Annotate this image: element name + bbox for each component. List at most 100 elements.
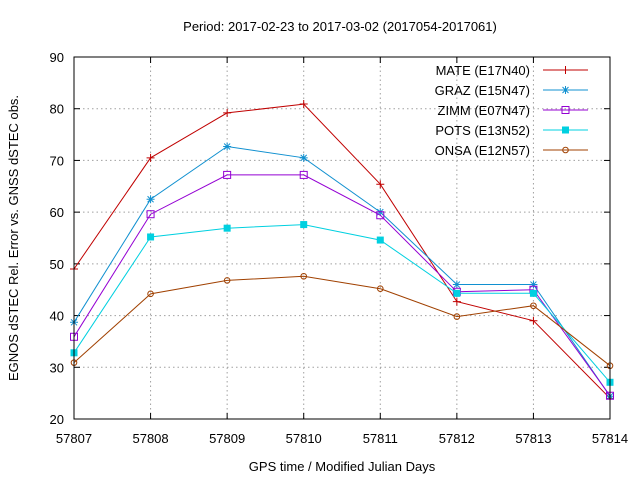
marker-shape xyxy=(376,236,384,244)
legend-label: ONSA (E12N57) xyxy=(435,143,530,158)
data-point xyxy=(223,170,232,179)
series-line xyxy=(73,174,611,396)
legend-label: ZIMM (E07N47) xyxy=(438,103,530,118)
x-tick-label: 57813 xyxy=(515,431,551,446)
data-point xyxy=(300,272,308,280)
legend-item: ZIMM (E07N47) xyxy=(438,103,588,118)
marker-shape xyxy=(147,290,154,298)
marker-shape xyxy=(561,106,570,114)
series-line xyxy=(73,103,611,399)
data-point xyxy=(146,153,155,162)
legend-marker xyxy=(561,66,570,74)
data-point xyxy=(146,210,155,219)
data-point xyxy=(376,211,385,220)
x-tick-label: 57814 xyxy=(592,431,628,446)
legend-marker xyxy=(561,86,570,94)
marker-shape xyxy=(453,289,461,297)
marker-shape xyxy=(529,280,538,289)
marker-shape xyxy=(561,86,570,94)
data-point xyxy=(376,180,385,189)
marker-shape xyxy=(452,297,461,306)
x-tick-label: 57808 xyxy=(132,431,168,446)
marker-shape xyxy=(300,272,308,280)
data-point xyxy=(223,224,231,232)
data-point xyxy=(376,285,384,292)
series-line xyxy=(73,145,611,397)
chart-title: Period: 2017-02-23 to 2017-03-02 (201705… xyxy=(183,19,497,34)
legend-item: MATE (E17N40) xyxy=(436,63,588,78)
x-tick-label: 57807 xyxy=(56,431,92,446)
plot-frame xyxy=(73,56,611,420)
legend-item: GRAZ (E15N47) xyxy=(435,83,588,98)
data-point xyxy=(529,280,538,289)
marker-shape xyxy=(376,180,385,189)
y-tick-label: 20 xyxy=(50,412,64,427)
x-axis-title: GPS time / Modified Julian Days xyxy=(249,459,436,474)
series-layer xyxy=(70,100,614,403)
marker-shape xyxy=(561,66,570,74)
marker-shape xyxy=(223,277,231,284)
marker-shape xyxy=(299,100,308,109)
y-tick-label: 50 xyxy=(50,257,64,272)
marker-shape xyxy=(146,153,155,162)
x-tick-label: 57811 xyxy=(363,431,398,446)
legend-label: GRAZ (E15N47) xyxy=(435,83,530,98)
legend-label: POTS (E13N52) xyxy=(435,123,530,138)
series-line xyxy=(73,275,611,367)
data-point xyxy=(299,153,308,162)
x-tick-label: 57810 xyxy=(286,431,322,446)
data-point xyxy=(299,170,308,179)
marker-shape xyxy=(562,126,569,134)
data-point xyxy=(530,302,537,310)
marker-shape xyxy=(376,211,385,220)
legend-marker xyxy=(562,146,569,154)
marker-shape xyxy=(299,170,308,179)
marker-shape xyxy=(530,302,537,310)
legend-item: ONSA (E12N57) xyxy=(435,143,588,158)
marker-shape xyxy=(223,108,232,117)
data-point xyxy=(300,221,308,229)
y-tick-label: 70 xyxy=(50,153,64,168)
series-mate xyxy=(70,100,614,403)
marker-shape xyxy=(146,210,155,219)
marker-shape xyxy=(146,195,155,204)
legend-marker xyxy=(561,106,570,114)
data-point xyxy=(529,316,538,325)
y-tick-label: 90 xyxy=(50,50,64,65)
data-point xyxy=(223,142,232,151)
marker-shape xyxy=(223,142,232,151)
data-point xyxy=(146,195,155,204)
marker-shape xyxy=(223,224,231,232)
legend-label: MATE (E17N40) xyxy=(436,63,530,78)
marker-shape xyxy=(562,146,569,154)
marker-shape xyxy=(223,170,232,179)
data-point xyxy=(376,236,384,244)
y-tick-label: 80 xyxy=(50,102,64,117)
marker-shape xyxy=(529,316,538,325)
marker-shape xyxy=(147,233,155,241)
data-point xyxy=(147,290,154,298)
legend-marker xyxy=(562,126,569,134)
series-line xyxy=(73,224,611,383)
marker-shape xyxy=(529,289,537,297)
y-tick-label: 30 xyxy=(50,360,64,375)
y-tick-label: 40 xyxy=(50,309,64,324)
data-point xyxy=(453,289,461,297)
marker-shape xyxy=(376,285,384,292)
y-axis-title: EGNOS dSTEC Rel. Error vs. GNSS dSTEC ob… xyxy=(6,95,21,381)
data-point xyxy=(452,280,461,289)
data-point xyxy=(453,313,461,320)
series-graz xyxy=(70,142,614,401)
data-point xyxy=(147,233,155,241)
marker-shape xyxy=(452,280,461,289)
data-point xyxy=(299,100,308,109)
x-tick-label: 57812 xyxy=(439,431,475,446)
x-tick-label: 57809 xyxy=(209,431,245,446)
legend: MATE (E17N40) GRAZ (E15N47) ZIMM (E07N47) P… xyxy=(435,63,588,158)
marker-shape xyxy=(453,313,461,320)
data-point xyxy=(223,277,231,284)
data-point xyxy=(529,289,537,297)
tick-layer: 57807 57808 57809 57810 57811 57812 57813 57814… xyxy=(50,50,629,446)
data-point xyxy=(452,297,461,306)
